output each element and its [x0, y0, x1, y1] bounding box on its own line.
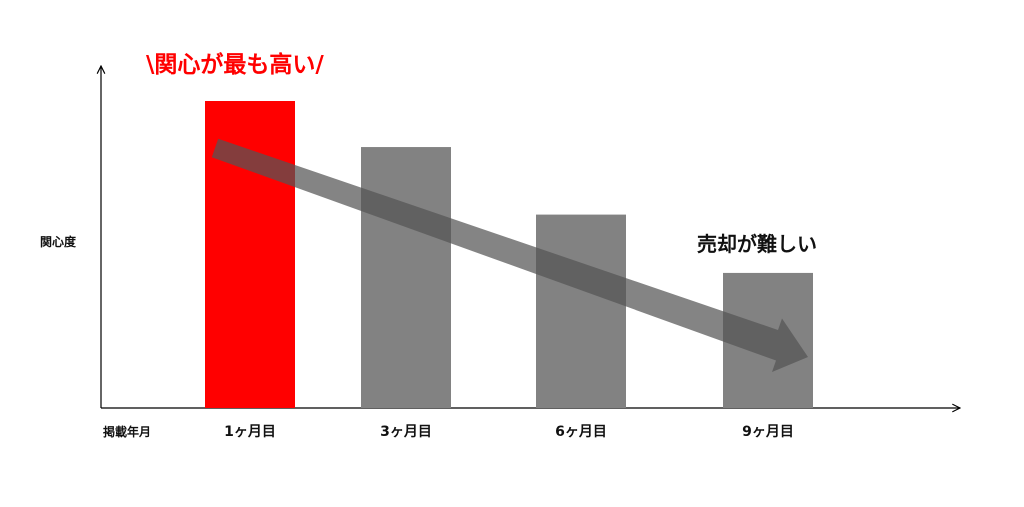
x-tick-label-1: 1ヶ月目 [224, 424, 276, 440]
downward-trend-arrow-icon [211, 138, 809, 372]
trend-annotation: 売却が難しい [697, 232, 817, 256]
bar-2 [361, 147, 451, 409]
x-axis-title: 掲載年月 [103, 424, 151, 439]
highlight-annotation: \関心が最も高い/ [146, 51, 324, 78]
x-tick-labels: 1ヶ月目 3ヶ月目 6ヶ月目 9ヶ月目 [224, 424, 794, 440]
y-axis-title: 関心度 [40, 234, 77, 249]
x-tick-label-3: 6ヶ月目 [555, 424, 607, 440]
x-tick-label-2: 3ヶ月目 [380, 424, 432, 440]
x-tick-label-4: 9ヶ月目 [742, 424, 794, 440]
bar-3 [536, 214, 626, 408]
